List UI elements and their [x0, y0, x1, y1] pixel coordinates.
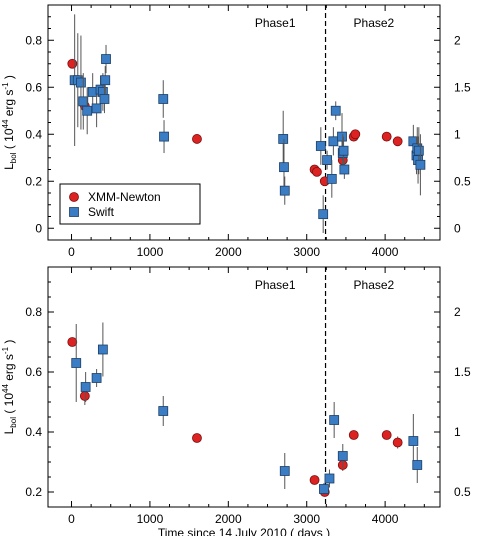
legend-label: Swift: [88, 205, 115, 219]
y-tick-label: 0.4: [25, 127, 42, 141]
data-point-square: [80, 382, 91, 392]
y-axis-label: Lbol ( 1044 erg s-1 ): [1, 75, 18, 170]
data-point-circle: [192, 134, 202, 144]
top-panel: 0 1000 2000 3000 4000 0 0.2 0.4 0.6 0.8 0 0.5 1 1.5 2 P…: [1, 4, 471, 259]
data-point-square: [78, 96, 89, 107]
y2-tick-label: 0: [454, 221, 461, 235]
y2-tick-label: 1: [454, 127, 461, 141]
data-point-circle: [392, 136, 403, 147]
data-point-square: [415, 159, 426, 170]
series-xmm-newton: [67, 337, 403, 497]
y2-tick-label: 1.5: [454, 80, 471, 94]
series-swift: [71, 322, 423, 495]
data-point-square: [279, 162, 289, 173]
data-point-circle: [350, 129, 361, 140]
data-point-circle: [79, 391, 90, 401]
y-tick-label: 0.6: [25, 365, 42, 379]
data-point-square: [329, 415, 340, 425]
data-point-circle: [381, 131, 392, 142]
legend-label: XMM-Newton: [88, 190, 161, 204]
y-tick-label: 0.4: [25, 425, 42, 439]
x-tick-label: 3000: [293, 245, 320, 259]
x-tick-label: 1000: [137, 245, 164, 259]
data-point-circle: [381, 430, 392, 440]
y2-tick-label: 1.5: [454, 365, 471, 379]
data-point-square: [322, 155, 333, 166]
data-point-square: [91, 373, 102, 383]
data-point-square: [339, 164, 350, 175]
data-point-circle: [67, 337, 78, 347]
x-tick-label: 4000: [372, 245, 399, 259]
data-point-square: [99, 94, 110, 104]
data-point-circle: [309, 475, 320, 485]
data-point-square: [158, 94, 169, 104]
data-point-square: [100, 75, 111, 86]
data-point-square: [413, 145, 424, 156]
plot-frame: [47, 266, 441, 508]
data-point-square: [324, 473, 335, 484]
data-point-circle: [67, 58, 78, 69]
data-point-square: [278, 134, 289, 144]
y2-tick-label: 2: [454, 305, 461, 319]
data-point-square: [91, 103, 102, 114]
data-point-square: [328, 136, 339, 147]
y-tick-label: 0.8: [25, 305, 42, 319]
data-point-square: [337, 451, 348, 461]
data-point-square: [338, 145, 349, 156]
y-tick-label: 0.6: [25, 80, 42, 94]
legend-marker-circle: [69, 192, 79, 202]
y-axis-label: Lbol ( 1044 erg s-1 ): [1, 340, 18, 435]
phase2-label: Phase2: [354, 16, 395, 30]
x-axis-label: Time since 14 July 2010 ( days ): [158, 526, 330, 536]
x-tick-label: 1000: [137, 512, 164, 526]
data-point-square: [408, 436, 419, 446]
data-point-circle: [392, 437, 403, 448]
data-point-circle: [192, 433, 202, 443]
x-tick-label: 3000: [293, 512, 320, 526]
series-xmm-newton: [67, 58, 403, 187]
data-point-square: [159, 131, 169, 142]
x-tick-label: 0: [68, 245, 75, 259]
data-point-square: [318, 209, 329, 220]
phase1-label: Phase1: [255, 16, 296, 30]
y2-tick-label: 0.5: [454, 174, 471, 188]
data-point-circle: [348, 430, 359, 440]
data-point-circle: [312, 166, 322, 177]
y2-tick-label: 0.5: [454, 485, 471, 499]
data-point-square: [412, 460, 423, 470]
bottom-panel: 0 1000 2000 3000 4000 0.2 0.4 0.6 0.8 0.5 1 1.5 2 Pha…: [1, 266, 471, 540]
phase2-label: Phase2: [354, 278, 395, 292]
data-point-square: [76, 77, 86, 88]
data-point-square: [319, 484, 329, 494]
legend-marker-square: [69, 207, 79, 217]
data-point-square: [326, 173, 337, 184]
data-point-square: [82, 105, 93, 116]
data-point-square: [101, 54, 111, 64]
y-tick-label: 0.8: [25, 33, 42, 47]
x-tick-label: 2000: [215, 512, 242, 526]
phase1-label: Phase1: [255, 278, 296, 292]
y-tick-label: 0.2: [25, 174, 42, 188]
data-point-square: [97, 344, 108, 355]
data-point-square: [315, 141, 326, 151]
y2-tick-label: 1: [454, 425, 461, 439]
data-point-square: [279, 185, 290, 196]
data-point-square: [279, 466, 290, 476]
data-point-square: [71, 358, 82, 368]
x-tick-label: 0: [68, 512, 75, 526]
x-tick-label: 2000: [215, 245, 242, 259]
legend-box: [59, 183, 201, 225]
y-tick-label: 0.2: [25, 485, 42, 499]
data-point-square: [158, 406, 169, 416]
y2-tick-label: 2: [454, 33, 461, 47]
data-point-square: [337, 131, 347, 142]
y-tick-label: 0: [35, 221, 42, 235]
series-swift: [69, 14, 426, 233]
data-point-square: [330, 105, 341, 116]
x-tick-label: 4000: [372, 512, 399, 526]
